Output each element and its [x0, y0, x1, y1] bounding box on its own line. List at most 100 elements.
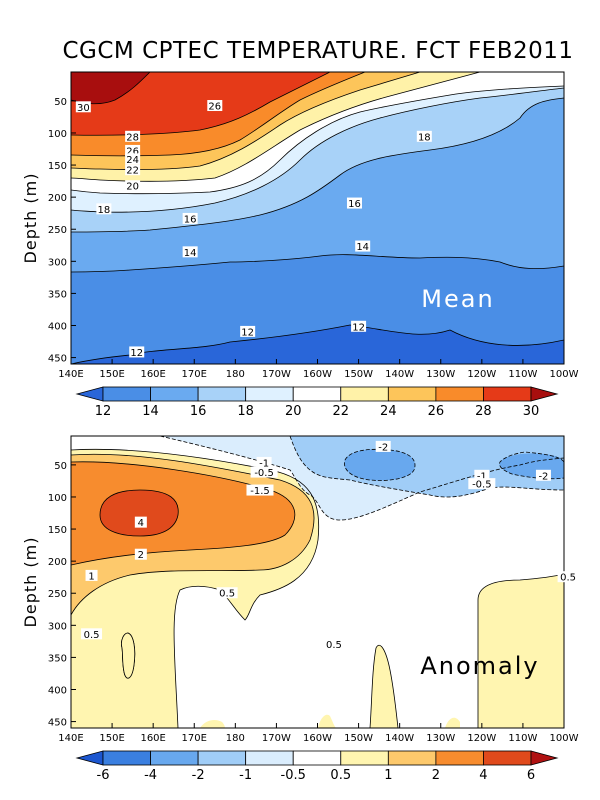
mean-x-tick-label: 170W [262, 369, 291, 380]
anomaly-contour-label-bg [535, 469, 551, 481]
anomaly-contour-label-bg [256, 456, 272, 468]
mean-x-tick-label: 110W [508, 369, 537, 380]
anomaly-contour-label: 2 [138, 550, 144, 561]
anomaly-contour-label-bg [246, 484, 274, 496]
anomaly-colorbar-label: -6 [97, 768, 110, 783]
anomaly-x-tick-label: 150W [344, 733, 373, 744]
anomaly-contour-label-bg [85, 569, 98, 581]
mean-contour-label: 22 [126, 166, 139, 177]
anomaly-contour-label: 0.5 [84, 630, 100, 641]
mean-y-tick-label: 450 [48, 354, 67, 365]
mean-contour-label-bg [355, 240, 371, 252]
anom-contour-neg1 [289, 436, 564, 498]
anomaly-contour-label-bg [557, 571, 579, 583]
anom-band-4 [100, 490, 179, 536]
anomaly-y-tick-label: 450 [48, 718, 67, 729]
anomaly-x-tick-label: 120W [467, 733, 496, 744]
anomaly-colorbar-box [387, 750, 437, 766]
mean-x-tick-label: 160E [140, 369, 165, 380]
anomaly-contour-label: 1 [88, 571, 94, 582]
mean-colorbar-label: 12 [95, 404, 112, 419]
mean-contour-label-bg [129, 346, 145, 358]
anomaly-colorbar-label: 0.5 [330, 768, 351, 783]
anomaly-x-axis: 140E 150E 160E 170E 180 170W 160W 150W 140W 130W 1… [58, 723, 579, 744]
mean-colorbar-label: 16 [190, 404, 207, 419]
anom-contour-05-spike1 [369, 644, 399, 728]
anom-contour-neg2-b [499, 451, 564, 480]
mean-x-axis: 140E 150E 160E 170E 180 170W 160W 150W 140W 130W 1… [58, 359, 579, 380]
anomaly-colorbar-label: 6 [527, 768, 535, 783]
anomaly-y-tick-label: 300 [48, 621, 67, 632]
anomaly-x-tick-label: 140W [385, 733, 414, 744]
mean-x-tick-label: 170E [182, 369, 207, 380]
mean-y-tick-label: 100 [48, 129, 67, 140]
anom-contour-neg05 [159, 436, 564, 521]
anomaly-colorbar-label: 1 [384, 768, 392, 783]
anomaly-y-axis: 50 100 150 200 250 300 350 400 450 [48, 461, 76, 729]
mean-colorbar-box [483, 386, 532, 402]
anomaly-y-tick-label: 150 [48, 525, 67, 536]
anomaly-contour-label: 4 [138, 518, 144, 529]
anomaly-contour-label: -1.5 [250, 486, 270, 497]
anom-band-neg2-a [344, 449, 415, 481]
anomaly-contour-label-bg [323, 638, 345, 650]
anomaly-colorbar-label: 2 [432, 768, 440, 783]
mean-contour-label: 12 [130, 348, 143, 359]
anom-band-05-east [478, 574, 564, 728]
anomaly-x-tick-label: 180 [226, 733, 245, 744]
mean-contour-label-bg [207, 100, 223, 112]
mean-contour-24 [71, 72, 481, 182]
anomaly-colorbar-label: -2 [192, 768, 205, 783]
anomaly-y-tick-label: 350 [48, 653, 67, 664]
anomaly-annotation: Anomaly [420, 652, 539, 680]
mean-contour-label: 28 [126, 132, 139, 143]
mean-contour-label: 16 [348, 199, 361, 210]
anomaly-colorbar-label: -4 [144, 768, 157, 783]
mean-y-tick-label: 400 [48, 321, 67, 332]
mean-colorbar-box [245, 386, 294, 402]
anomaly-colorbar-box [245, 750, 294, 766]
anomaly-colorbar-label: -1 [239, 768, 252, 783]
anomaly-contour-label: -2 [538, 471, 548, 482]
anomaly-colorbar-box [150, 750, 199, 766]
mean-contour-label: 20 [126, 182, 139, 193]
mean-contour-label-bg [125, 180, 141, 192]
mean-contour-label: 24 [126, 155, 139, 166]
mean-colorbar-label: 26 [428, 404, 445, 419]
mean-colorbar-box [197, 386, 247, 402]
mean-y-tick-label: 150 [48, 161, 67, 172]
anom-contour-4 [99, 489, 179, 537]
anom-band-2 [71, 461, 295, 565]
mean-x-tick-label: 140E [58, 369, 83, 380]
mean-contour-label: 12 [352, 322, 365, 333]
mean-colorbar-label: 24 [380, 404, 397, 419]
mean-contour-label-bg [351, 320, 367, 332]
mean-x-tick-label: 140W [385, 369, 414, 380]
chart-title: CGCM CPTEC TEMPERATURE. FCT FEB2011 [62, 38, 573, 64]
anomaly-contour-label-bg [375, 440, 391, 452]
anom-contour-neg2-a [344, 448, 416, 481]
mean-colorbar-cap-high [530, 386, 559, 402]
mean-y-axis-label: Depth (m) [21, 173, 40, 264]
anomaly-x-tick-label: 160W [303, 733, 332, 744]
anomaly-contour-label: -0.5 [472, 480, 492, 491]
anomaly-x-tick-label: 130W [426, 733, 455, 744]
mean-colorbar: 12 14 16 18 20 22 24 26 28 30 [75, 386, 559, 419]
mean-contour-label: 12 [241, 327, 254, 338]
anomaly-x-tick-label: 140E [58, 733, 83, 744]
anom-band-05-spike2 [318, 714, 336, 728]
anom-contour-2 [71, 461, 296, 566]
mean-contour-label: 30 [77, 103, 90, 114]
mean-contour-label: 26 [208, 102, 221, 113]
mean-colorbar-box [435, 386, 484, 402]
anomaly-contour-label: -1 [477, 471, 487, 482]
mean-y-tick-label: 200 [48, 193, 67, 204]
mean-colorbar-box [150, 386, 199, 402]
mean-colorbar-label: 22 [333, 404, 350, 419]
mean-contour-label-bg [240, 325, 256, 337]
mean-contour-22 [71, 85, 564, 195]
mean-x-tick-label: 150W [344, 369, 373, 380]
mean-y-tick-label: 350 [48, 289, 67, 300]
anomaly-colorbar-box [435, 750, 484, 766]
